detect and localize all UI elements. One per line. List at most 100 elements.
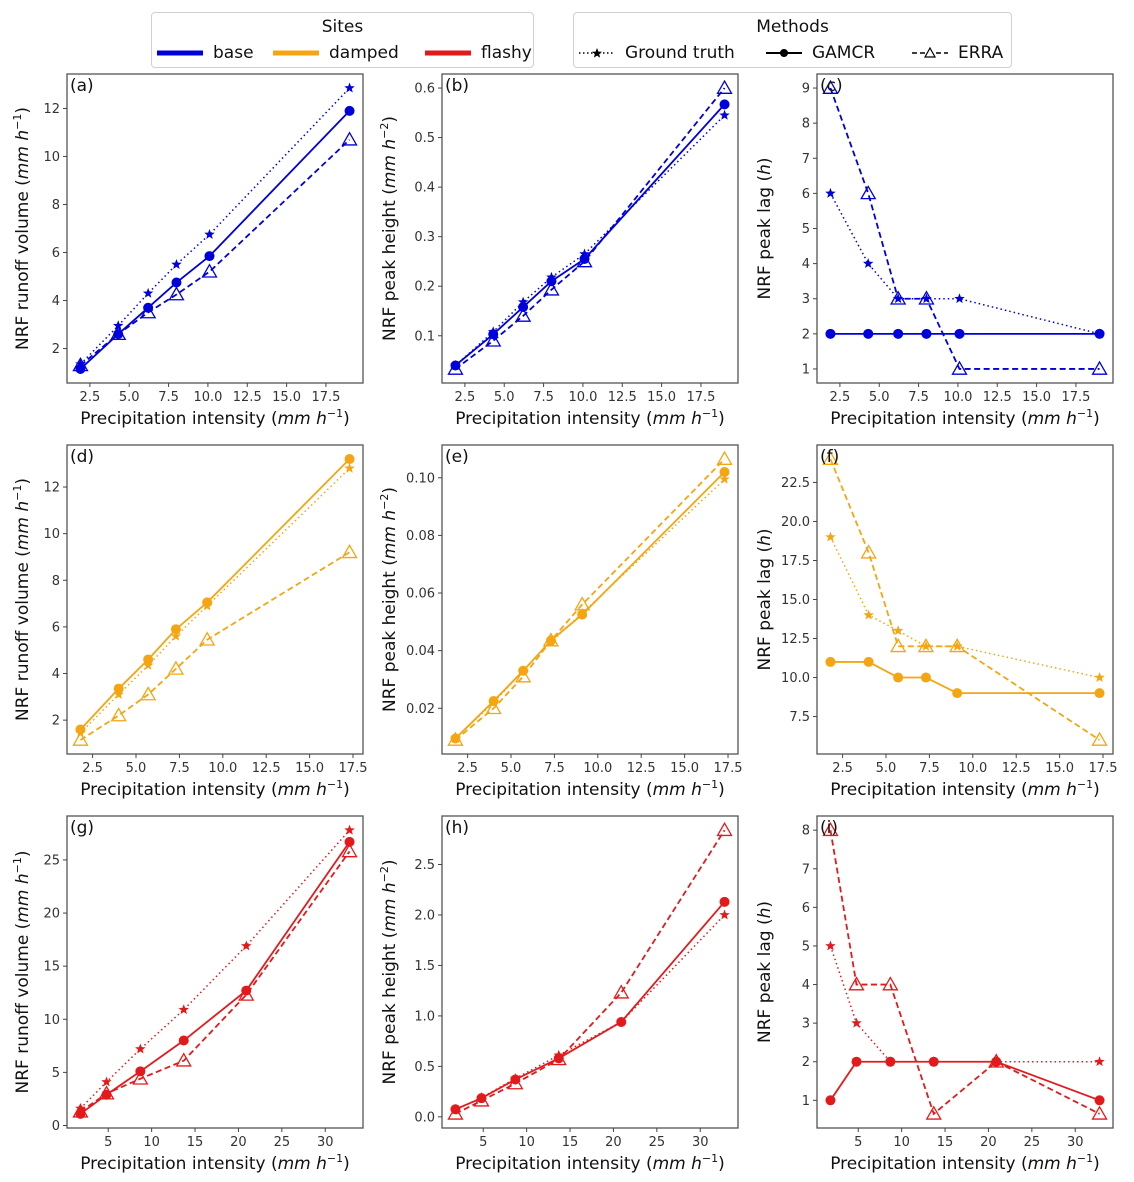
x-tick-label: 15.0 bbox=[272, 390, 301, 405]
y-tick-label: 5 bbox=[802, 222, 810, 237]
y-tick-label: 10.0 bbox=[781, 671, 810, 686]
x-tick-label: 5.0 bbox=[501, 761, 522, 776]
data-point-gamcr bbox=[546, 276, 557, 287]
data-point-erra bbox=[515, 668, 532, 683]
x-tick-label: 5 bbox=[104, 1135, 112, 1150]
data-point-ground-truth bbox=[112, 320, 124, 331]
series-line-gamcr bbox=[829, 1060, 1100, 1102]
y-axis-label: NRF peak lag (h) bbox=[755, 901, 775, 1043]
data-point-gamcr bbox=[75, 363, 86, 374]
data-point-ground-truth bbox=[517, 296, 529, 307]
y-tick-label: 10 bbox=[43, 1013, 60, 1028]
series-line-ground-truth bbox=[79, 87, 351, 365]
data-point-gamcr bbox=[143, 654, 154, 665]
data-point-erra bbox=[822, 79, 839, 94]
data-point-erra bbox=[917, 638, 935, 653]
y-tick-label: 6 bbox=[802, 187, 810, 202]
data-point-erra bbox=[98, 1085, 115, 1100]
y-tick-label: 17.5 bbox=[781, 554, 810, 569]
data-point-ground-truth bbox=[719, 909, 730, 920]
data-point-erra bbox=[132, 1070, 149, 1085]
x-tick-label: 7.5 bbox=[908, 390, 929, 405]
x-tick-label: 15 bbox=[187, 1135, 204, 1150]
legend-entry-ground-truth: Ground truth bbox=[579, 43, 735, 63]
data-point-erra bbox=[447, 360, 464, 375]
data-point-erra bbox=[574, 596, 591, 611]
y-tick-label: 0.3 bbox=[414, 230, 435, 245]
data-point-gamcr bbox=[719, 896, 730, 907]
x-tick-label: 15.0 bbox=[670, 761, 699, 776]
data-point-erra bbox=[716, 821, 733, 837]
data-point-gamcr bbox=[518, 302, 529, 313]
y-tick-label: 4 bbox=[802, 978, 810, 993]
legend-entry-damped: damped bbox=[273, 43, 399, 63]
y-tick-label: 12 bbox=[43, 481, 60, 496]
x-tick-label: 17.5 bbox=[339, 761, 368, 776]
panel-label: (a) bbox=[70, 76, 94, 96]
y-axis-label: NRF runoff volume (mm h−1) bbox=[11, 107, 33, 350]
data-point-erra bbox=[447, 731, 464, 746]
x-tick-label: 2.5 bbox=[455, 390, 476, 405]
data-point-ground-truth bbox=[825, 940, 836, 951]
x-tick-label: 17.5 bbox=[1061, 390, 1090, 405]
x-tick-label: 12.5 bbox=[608, 390, 637, 405]
y-tick-label: 8 bbox=[52, 198, 60, 213]
x-tick-label: 7.5 bbox=[533, 390, 554, 405]
x-tick-label: 2.5 bbox=[832, 761, 853, 776]
y-tick-label: 1.0 bbox=[414, 1009, 435, 1024]
data-point-gamcr bbox=[178, 1035, 189, 1046]
y-tick-label: 0.0 bbox=[414, 1110, 435, 1125]
series-line-ground-truth bbox=[79, 829, 351, 1110]
data-point-gamcr bbox=[450, 733, 461, 744]
x-tick-label: 7.5 bbox=[158, 390, 179, 405]
data-point-erra bbox=[167, 660, 185, 675]
series-line-erra bbox=[829, 830, 1100, 1116]
legend-label-base: base bbox=[213, 43, 254, 63]
x-tick-label: 15.0 bbox=[295, 761, 324, 776]
data-point-erra bbox=[140, 304, 157, 319]
axes-frame bbox=[441, 815, 739, 1129]
y-tick-label: 0.08 bbox=[406, 529, 435, 544]
y-tick-label: 5 bbox=[52, 1066, 60, 1081]
data-point-erra bbox=[822, 821, 839, 837]
y-tick-label: 0.5 bbox=[414, 131, 435, 146]
solid-circle-line-icon bbox=[766, 49, 802, 57]
x-tick-label: 17.5 bbox=[686, 390, 715, 405]
x-axis-label: Precipitation intensity (mm h−1) bbox=[830, 778, 1100, 800]
y-tick-label: 12 bbox=[43, 102, 60, 117]
x-tick-label: 15.0 bbox=[1022, 390, 1051, 405]
data-point-erra bbox=[238, 986, 255, 1001]
y-tick-label: 2.5 bbox=[414, 858, 435, 873]
x-tick-label: 5.0 bbox=[876, 761, 897, 776]
data-point-gamcr bbox=[476, 1093, 487, 1104]
data-point-erra bbox=[110, 325, 127, 341]
y-tick-label: 0.5 bbox=[414, 1060, 435, 1075]
data-point-gamcr bbox=[825, 328, 836, 339]
damped-line-swatch-icon bbox=[273, 50, 319, 56]
x-tick-label: 5 bbox=[854, 1135, 862, 1150]
panel-label: (b) bbox=[445, 76, 469, 96]
y-tick-label: 12.5 bbox=[781, 632, 810, 647]
panel-label: (g) bbox=[70, 818, 94, 838]
data-point-erra bbox=[72, 357, 89, 372]
panel-b: 2.5 5.0 7.5 10.0 12.5 15.0 17.5 0.1 0.2 0.3 0.4 0.5… bbox=[378, 73, 739, 429]
y-tick-label: 2 bbox=[802, 327, 810, 342]
x-tick-label: 30 bbox=[317, 1135, 334, 1150]
x-tick-label: 10 bbox=[518, 1135, 535, 1150]
data-point-erra bbox=[925, 1105, 942, 1120]
y-tick-label: 6 bbox=[52, 620, 60, 635]
x-tick-label: 5 bbox=[479, 1135, 487, 1150]
y-tick-label: 0.10 bbox=[406, 471, 435, 486]
series-line-gamcr bbox=[454, 471, 726, 740]
data-point-erra bbox=[447, 1105, 464, 1120]
data-point-erra bbox=[988, 1053, 1005, 1068]
x-tick-label: 10 bbox=[143, 1135, 160, 1150]
panel-e: 2.5 5.0 7.5 10.0 12.5 15.0 17.5 0.02 0.04 0.06 0.0… bbox=[378, 444, 742, 800]
axes-frame bbox=[441, 73, 739, 384]
sites-legend: Sites base damped flashy bbox=[151, 12, 534, 68]
panel-i: 5 10 15 20 25 30 1 2 3 4 5 6 7 8 Precipitation intensi… bbox=[755, 815, 1114, 1174]
data-point-ground-truth bbox=[75, 1103, 86, 1113]
legend-entry-base: base bbox=[157, 43, 254, 63]
series-line-erra bbox=[455, 829, 726, 1115]
data-point-gamcr bbox=[75, 724, 86, 735]
